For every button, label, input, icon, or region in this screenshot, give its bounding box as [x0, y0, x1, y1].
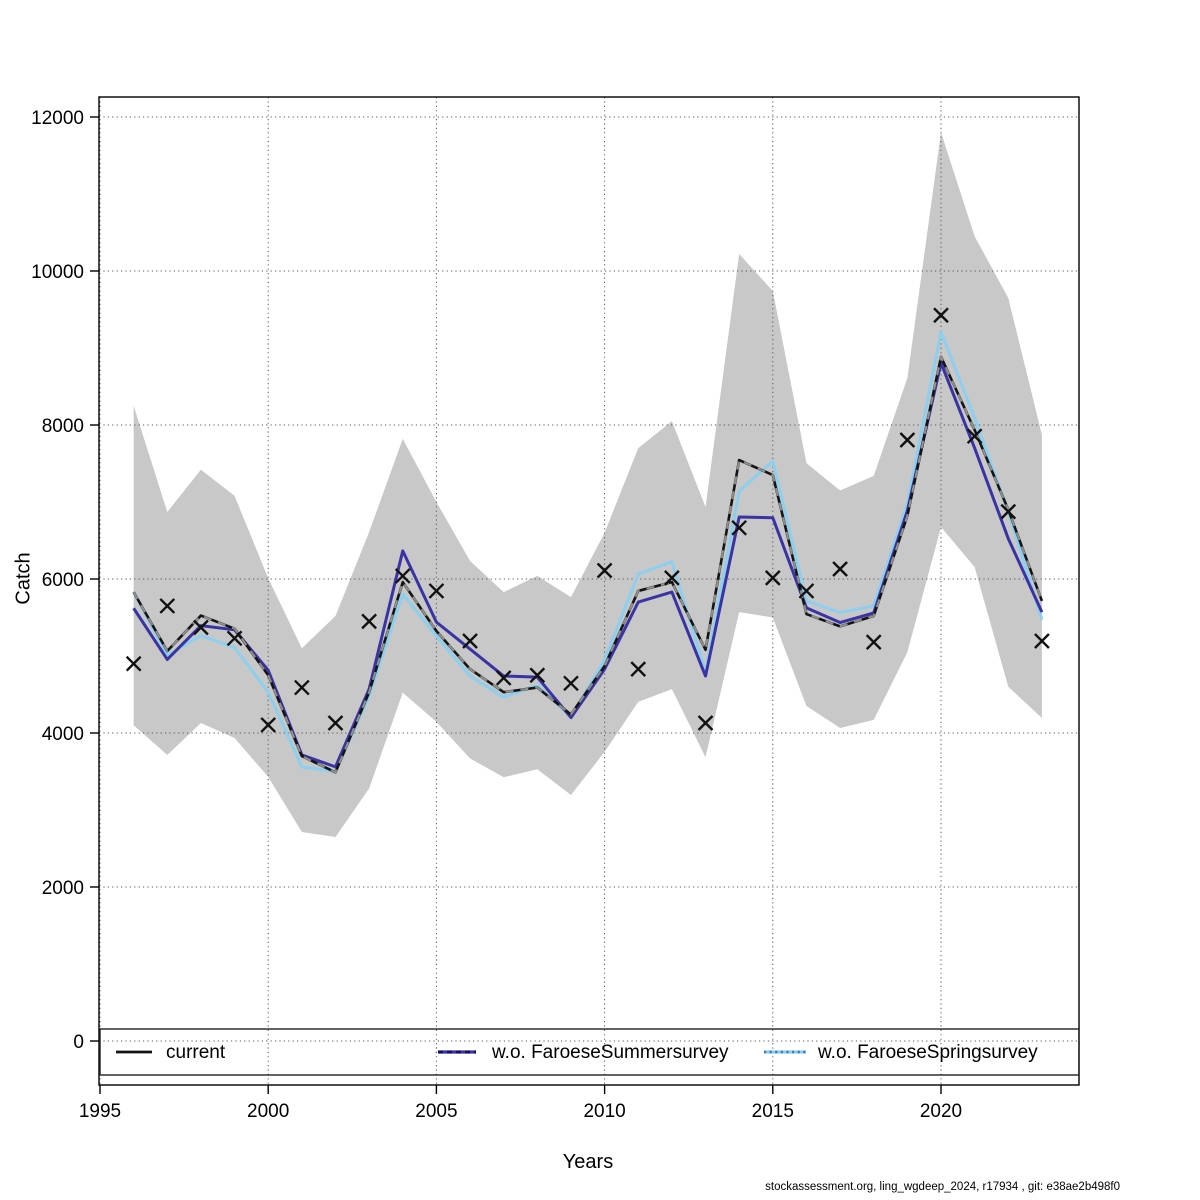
observed-marker: [563, 675, 579, 692]
y-tick-label: 0: [73, 1032, 84, 1053]
x-tick-label: 2000: [247, 1101, 289, 1122]
observed-marker: [428, 583, 445, 599]
observed-marker: [664, 569, 680, 586]
x-tick-label: 2005: [415, 1101, 457, 1122]
observed-marker: [361, 613, 377, 630]
observed-marker: [865, 634, 882, 650]
y-tick-label: 10000: [31, 262, 84, 283]
y-tick-label: 4000: [42, 724, 84, 745]
legend-label-current: current: [166, 1042, 226, 1063]
observed-marker: [260, 717, 277, 733]
x-tick-label: 2010: [583, 1101, 625, 1122]
y-tick-label: 12000: [31, 108, 84, 129]
series-current-line: [132, 355, 1044, 774]
y-axis-title: Catch: [12, 552, 35, 605]
observed-marker: [1034, 633, 1050, 649]
y-tick-label: 8000: [42, 416, 84, 437]
observed-marker: [832, 561, 848, 577]
observed-marker: [394, 568, 411, 584]
plot-border: [98, 96, 1080, 1086]
observed-marker: [697, 715, 714, 731]
observed-marker: [327, 715, 344, 731]
x-tick-label: 2020: [920, 1101, 962, 1122]
observed-marker: [596, 562, 613, 579]
observed-marker: [798, 583, 815, 599]
legend-label-springsurvey: w.o. FaroeseSpringsurvey: [818, 1042, 1038, 1063]
x-tick-label: 1995: [79, 1101, 121, 1122]
observed-marker: [125, 655, 142, 672]
observed-marker: [226, 630, 243, 647]
observed-marker: [731, 519, 748, 536]
observed-marker: [933, 307, 949, 324]
observed-marker: [159, 598, 176, 614]
x-axis-title: Years: [562, 1151, 614, 1173]
observed-marker: [630, 661, 647, 677]
observed-marker: [966, 428, 983, 445]
footer-text: stockassessment.org, ling_wgdeep_2024, r…: [765, 1181, 1120, 1193]
y-tick-label: 2000: [42, 878, 84, 899]
observed-marker: [293, 679, 310, 696]
observed-marker: [764, 569, 781, 586]
y-tick-label: 6000: [42, 570, 84, 591]
confidence-band: [133, 132, 1042, 837]
legend-label-summersurvey: w.o. FaroeseSummersurvey: [492, 1042, 729, 1063]
observed-marker: [529, 667, 546, 684]
observed-marker: [495, 670, 512, 686]
x-tick-label: 2015: [752, 1101, 794, 1122]
observed-marker: [899, 432, 916, 448]
legend-box: [99, 1028, 1080, 1076]
observed-marker: [1000, 503, 1017, 520]
observed-marker: [193, 619, 209, 636]
observed-marker: [462, 633, 478, 649]
